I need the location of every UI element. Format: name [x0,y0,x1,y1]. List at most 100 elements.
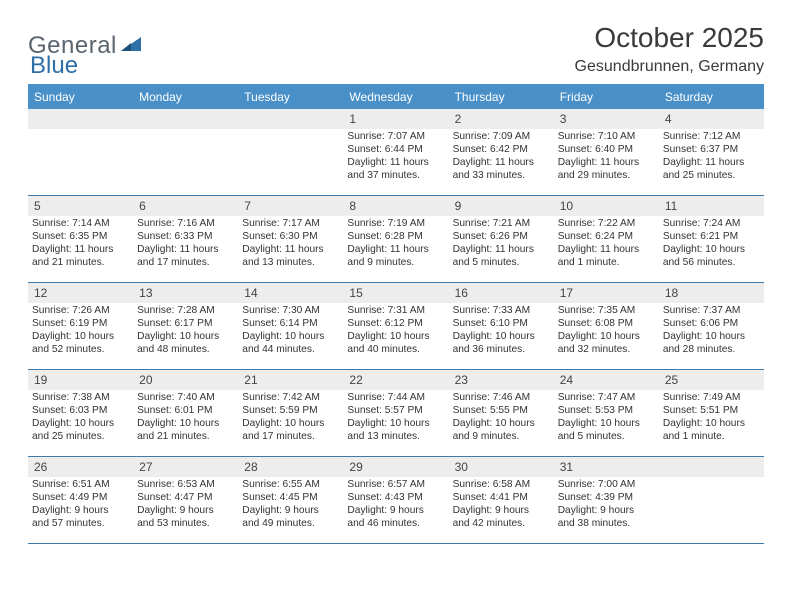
day-sunset: Sunset: 6:03 PM [32,404,131,417]
logo-sail-icon [121,32,143,60]
day-cell: 28Sunrise: 6:55 AMSunset: 4:45 PMDayligh… [238,457,343,543]
day-number: 4 [659,109,764,129]
day-content: Sunrise: 7:40 AMSunset: 6:01 PMDaylight:… [133,390,238,445]
day-sunrise: Sunrise: 7:44 AM [347,391,446,404]
day-daylight2: and 29 minutes. [558,169,657,182]
day-sunrise: Sunrise: 7:31 AM [347,304,446,317]
day-content: Sunrise: 7:14 AMSunset: 6:35 PMDaylight:… [28,216,133,271]
day-content [238,129,343,132]
day-cell: 18Sunrise: 7:37 AMSunset: 6:06 PMDayligh… [659,283,764,369]
day-cell [238,109,343,195]
day-daylight2: and 25 minutes. [32,430,131,443]
day-sunrise: Sunrise: 7:47 AM [558,391,657,404]
day-number: 11 [659,196,764,216]
title-block: October 2025 Gesundbrunnen, Germany [575,22,764,76]
day-cell: 21Sunrise: 7:42 AMSunset: 5:59 PMDayligh… [238,370,343,456]
day-cell: 19Sunrise: 7:38 AMSunset: 6:03 PMDayligh… [28,370,133,456]
day-sunrise: Sunrise: 7:40 AM [137,391,236,404]
day-cell: 2Sunrise: 7:09 AMSunset: 6:42 PMDaylight… [449,109,554,195]
day-number [133,109,238,129]
day-cell: 4Sunrise: 7:12 AMSunset: 6:37 PMDaylight… [659,109,764,195]
day-sunrise: Sunrise: 7:22 AM [558,217,657,230]
day-sunset: Sunset: 5:53 PM [558,404,657,417]
day-number: 3 [554,109,659,129]
day-cell: 3Sunrise: 7:10 AMSunset: 6:40 PMDaylight… [554,109,659,195]
day-cell: 7Sunrise: 7:17 AMSunset: 6:30 PMDaylight… [238,196,343,282]
day-cell: 30Sunrise: 6:58 AMSunset: 4:41 PMDayligh… [449,457,554,543]
day-number: 2 [449,109,554,129]
day-cell: 10Sunrise: 7:22 AMSunset: 6:24 PMDayligh… [554,196,659,282]
day-sunset: Sunset: 6:24 PM [558,230,657,243]
day-sunrise: Sunrise: 6:51 AM [32,478,131,491]
day-sunset: Sunset: 6:44 PM [347,143,446,156]
day-sunset: Sunset: 4:41 PM [453,491,552,504]
day-daylight1: Daylight: 9 hours [558,504,657,517]
day-content: Sunrise: 7:22 AMSunset: 6:24 PMDaylight:… [554,216,659,271]
day-sunrise: Sunrise: 7:49 AM [663,391,762,404]
day-cell: 20Sunrise: 7:40 AMSunset: 6:01 PMDayligh… [133,370,238,456]
day-number: 26 [28,457,133,477]
day-daylight2: and 57 minutes. [32,517,131,530]
day-daylight1: Daylight: 9 hours [32,504,131,517]
weekday-thursday: Thursday [449,86,554,109]
day-daylight1: Daylight: 11 hours [32,243,131,256]
day-daylight1: Daylight: 9 hours [242,504,341,517]
day-sunrise: Sunrise: 7:30 AM [242,304,341,317]
day-cell: 25Sunrise: 7:49 AMSunset: 5:51 PMDayligh… [659,370,764,456]
day-number: 16 [449,283,554,303]
day-content: Sunrise: 7:24 AMSunset: 6:21 PMDaylight:… [659,216,764,271]
day-cell: 17Sunrise: 7:35 AMSunset: 6:08 PMDayligh… [554,283,659,369]
day-sunset: Sunset: 4:47 PM [137,491,236,504]
day-daylight1: Daylight: 10 hours [453,417,552,430]
day-number: 7 [238,196,343,216]
day-cell: 5Sunrise: 7:14 AMSunset: 6:35 PMDaylight… [28,196,133,282]
day-sunset: Sunset: 6:19 PM [32,317,131,330]
day-number: 24 [554,370,659,390]
weekday-friday: Friday [554,86,659,109]
day-daylight2: and 17 minutes. [137,256,236,269]
day-sunrise: Sunrise: 6:57 AM [347,478,446,491]
day-daylight1: Daylight: 9 hours [137,504,236,517]
day-number: 20 [133,370,238,390]
day-number: 18 [659,283,764,303]
day-content: Sunrise: 7:37 AMSunset: 6:06 PMDaylight:… [659,303,764,358]
day-daylight1: Daylight: 11 hours [242,243,341,256]
day-content: Sunrise: 7:38 AMSunset: 6:03 PMDaylight:… [28,390,133,445]
day-daylight2: and 28 minutes. [663,343,762,356]
day-content: Sunrise: 7:42 AMSunset: 5:59 PMDaylight:… [238,390,343,445]
weekday-row: Sunday Monday Tuesday Wednesday Thursday… [28,86,764,109]
day-number: 13 [133,283,238,303]
day-daylight1: Daylight: 11 hours [347,156,446,169]
day-daylight1: Daylight: 10 hours [242,330,341,343]
day-cell: 11Sunrise: 7:24 AMSunset: 6:21 PMDayligh… [659,196,764,282]
day-daylight2: and 33 minutes. [453,169,552,182]
day-cell: 9Sunrise: 7:21 AMSunset: 6:26 PMDaylight… [449,196,554,282]
day-sunset: Sunset: 4:43 PM [347,491,446,504]
day-cell [133,109,238,195]
day-sunset: Sunset: 6:26 PM [453,230,552,243]
day-cell: 29Sunrise: 6:57 AMSunset: 4:43 PMDayligh… [343,457,448,543]
day-sunset: Sunset: 6:37 PM [663,143,762,156]
day-daylight2: and 40 minutes. [347,343,446,356]
day-daylight1: Daylight: 10 hours [663,417,762,430]
day-cell: 1Sunrise: 7:07 AMSunset: 6:44 PMDaylight… [343,109,448,195]
day-sunrise: Sunrise: 7:00 AM [558,478,657,491]
day-cell: 6Sunrise: 7:16 AMSunset: 6:33 PMDaylight… [133,196,238,282]
day-cell: 27Sunrise: 6:53 AMSunset: 4:47 PMDayligh… [133,457,238,543]
day-sunrise: Sunrise: 7:07 AM [347,130,446,143]
day-number: 27 [133,457,238,477]
weekday-sunday: Sunday [28,86,133,109]
day-daylight2: and 37 minutes. [347,169,446,182]
day-sunrise: Sunrise: 7:46 AM [453,391,552,404]
day-content: Sunrise: 7:31 AMSunset: 6:12 PMDaylight:… [343,303,448,358]
day-daylight2: and 46 minutes. [347,517,446,530]
day-number: 21 [238,370,343,390]
day-daylight2: and 32 minutes. [558,343,657,356]
day-sunrise: Sunrise: 7:37 AM [663,304,762,317]
day-number [238,109,343,129]
day-sunrise: Sunrise: 7:19 AM [347,217,446,230]
day-daylight1: Daylight: 11 hours [453,156,552,169]
day-daylight2: and 49 minutes. [242,517,341,530]
day-cell: 23Sunrise: 7:46 AMSunset: 5:55 PMDayligh… [449,370,554,456]
day-number: 15 [343,283,448,303]
